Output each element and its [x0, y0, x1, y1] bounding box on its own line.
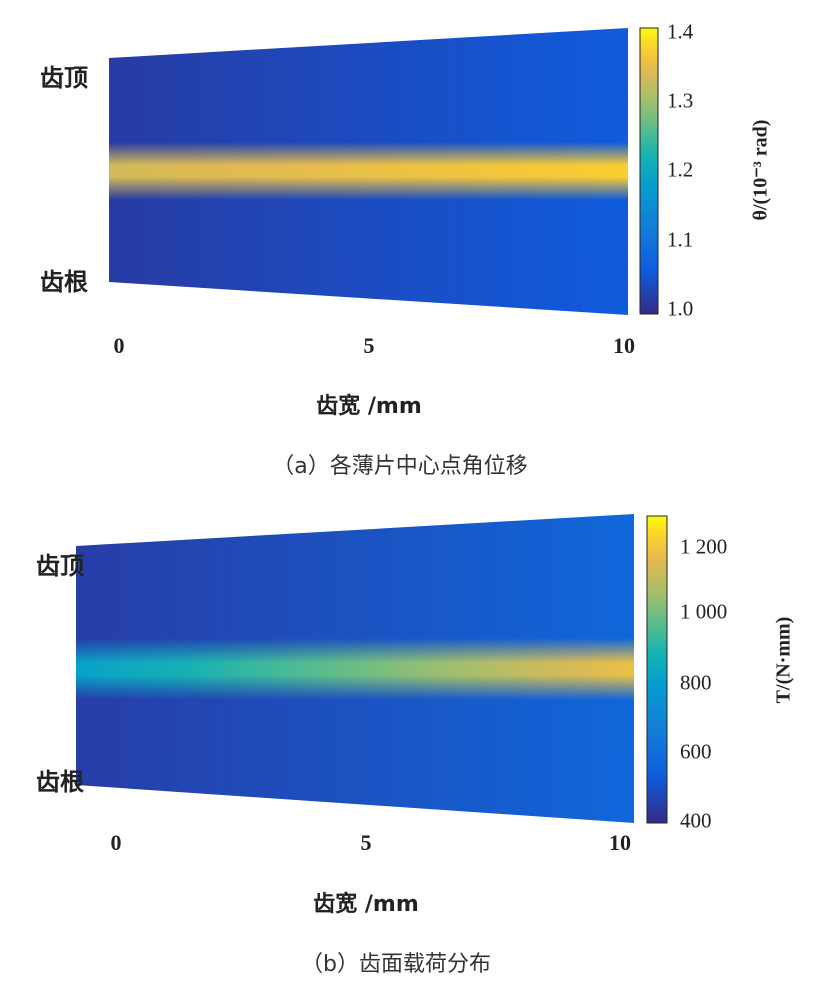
colorbar-tick-b-2: 800 — [680, 670, 712, 695]
colorbar-tick-b-3: 600 — [680, 739, 712, 764]
caption-b: （b）齿面载荷分布 — [301, 952, 491, 977]
colorbar-tick-a-3: 1.1 — [667, 227, 694, 252]
x-tick-b-0: 0 — [110, 830, 122, 855]
heatmap-band-1 — [76, 638, 634, 700]
x-tick-b-10: 10 — [609, 830, 631, 855]
colorbar-label-b: T/(N·mm) — [772, 616, 795, 704]
colorbar-0 — [639, 27, 659, 315]
heatmap-a-svg — [109, 27, 659, 315]
y-bottom-label-a: 齿根 — [40, 268, 88, 296]
x-tick-a-10: 10 — [613, 333, 635, 358]
colorbar-tick-a-0: 1.4 — [667, 19, 694, 44]
colorbar-1 — [646, 515, 668, 824]
caption-a: （a）各薄片中心点角位移 — [272, 454, 528, 479]
colorbar-tick-a-4: 1.0 — [667, 296, 694, 321]
x-tick-a-5: 5 — [363, 333, 375, 358]
chart-panel-b: 齿顶 齿根 0 5 10 1 200 1 000 800 600 400 T/(… — [0, 490, 823, 981]
colorbar-tick-b-0: 1 200 — [680, 534, 728, 559]
x-tick-a-0: 0 — [113, 333, 125, 358]
colorbar-tick-a-2: 1.2 — [667, 157, 694, 182]
x-axis-label-a: 齿宽 /mm — [316, 394, 422, 419]
colorbar-label-a: θ/(10⁻³ rad) — [749, 119, 772, 221]
colorbar-tick-b-4: 400 — [680, 808, 712, 833]
y-top-label-a: 齿顶 — [40, 64, 88, 92]
heatmap-band-0 — [109, 142, 628, 200]
colorbar-tick-b-1: 1 000 — [680, 599, 728, 624]
y-top-label-b: 齿顶 — [36, 552, 84, 580]
chart-panel-a: 齿顶 齿根 0 5 10 1.4 1.3 1.2 1.1 1.0 θ/(10⁻³… — [0, 0, 823, 490]
heatmap-b-svg — [76, 514, 668, 824]
y-bottom-label-b: 齿根 — [36, 768, 84, 796]
x-axis-label-b: 齿宽 /mm — [313, 892, 419, 917]
x-tick-b-5: 5 — [360, 830, 372, 855]
colorbar-tick-a-1: 1.3 — [667, 88, 694, 113]
